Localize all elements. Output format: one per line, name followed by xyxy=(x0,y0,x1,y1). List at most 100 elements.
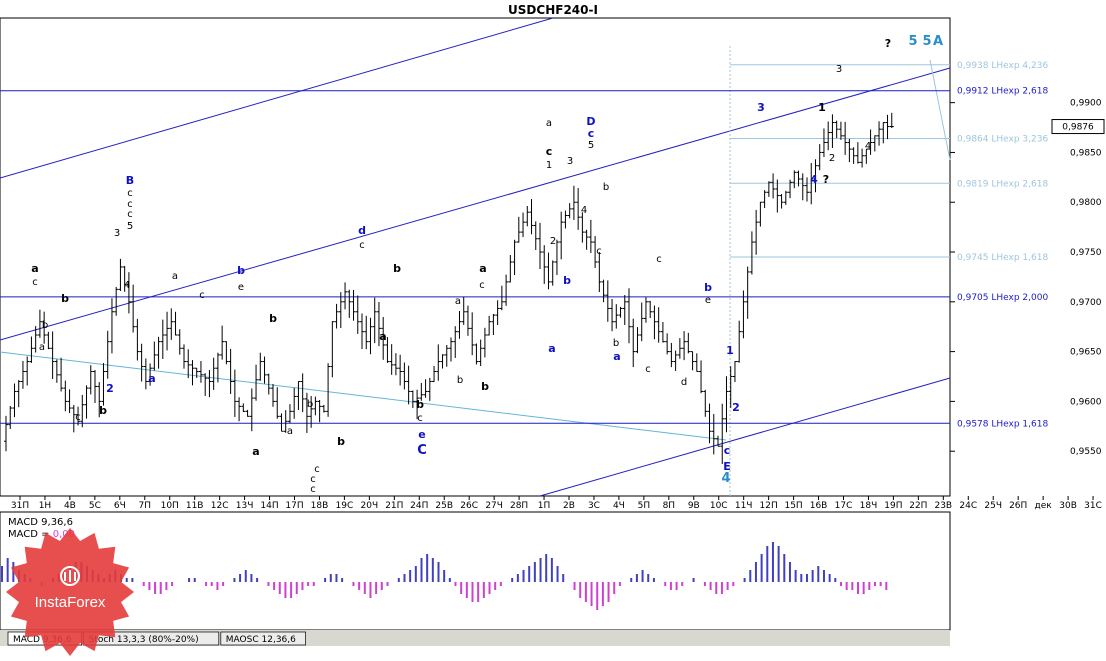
wave-label: 3 xyxy=(567,156,573,167)
wave-label: C xyxy=(417,443,427,458)
wave-label: b xyxy=(393,262,401,275)
chart-title: USDCHF240-I xyxy=(508,3,598,17)
wave-label: 3 xyxy=(836,64,842,75)
wave-label: 2 xyxy=(106,382,114,395)
indicator-label: MACD 9,36,6 xyxy=(8,517,73,528)
time-tick-label: 23В xyxy=(934,501,952,511)
time-tick-label: 26П xyxy=(1009,501,1027,511)
svg-text:InstaForex: InstaForex xyxy=(35,594,106,611)
indicator-tab-label[interactable]: MACD 9,36,6 xyxy=(13,635,72,645)
projection-diag xyxy=(929,59,951,161)
wave-label: b xyxy=(603,182,609,193)
level-label: 0,9912 LHexp 2,618 xyxy=(957,87,1048,97)
price-tick-label: 0,9650 xyxy=(1070,348,1102,358)
indicator-tab-label[interactable]: Stoch 13,3,3 (80%-20%) xyxy=(89,635,199,645)
time-tick-label: 18Ч xyxy=(860,501,878,511)
time-tick-label: 1П xyxy=(538,501,551,511)
time-tick-label: 8П xyxy=(663,501,676,511)
price-tick-label: 0,9550 xyxy=(1070,447,1102,457)
wave-label: 5 xyxy=(908,34,917,49)
price-tick-label: 0,9750 xyxy=(1070,248,1102,258)
wave-label: b xyxy=(337,435,345,448)
wave-label: c xyxy=(127,209,133,220)
wave-label: a xyxy=(39,342,45,353)
time-tick-label: 11В xyxy=(186,501,204,511)
wave-label: a xyxy=(148,372,155,385)
time-tick-label: 10С xyxy=(710,501,728,511)
wave-label: c xyxy=(656,254,662,265)
level-label: 0,9938 LHexp 4,236 xyxy=(957,61,1048,71)
time-tick-label: 5П xyxy=(638,501,651,511)
wave-label: b xyxy=(269,312,277,325)
time-tick-label: 13Ч xyxy=(236,501,254,511)
indicator-panel xyxy=(0,511,951,631)
wave-label: c xyxy=(314,464,320,475)
wave-label: 4 xyxy=(124,280,130,291)
time-tick-label: 21П xyxy=(385,501,403,511)
wave-label: c xyxy=(127,188,133,199)
wave-label: b xyxy=(613,338,619,349)
wave-label: 2 xyxy=(829,153,835,164)
wave-label: 5 xyxy=(588,140,594,151)
time-tick-label: 19С xyxy=(336,501,354,511)
wave-label: b xyxy=(457,375,463,386)
price-tick-label: 0,9900 xyxy=(1070,99,1102,109)
wave-label: 2 xyxy=(550,236,556,247)
time-tick-label: 12С xyxy=(211,501,229,511)
wave-label: 4 xyxy=(721,471,730,486)
wave-label: c xyxy=(546,145,553,158)
wave-label: A xyxy=(933,34,943,49)
wave-label: b xyxy=(237,264,245,277)
time-tick-label: 31П xyxy=(11,501,29,511)
time-tick-label: 18В xyxy=(311,501,329,511)
wave-label: 3 xyxy=(114,228,120,239)
wave-label: c xyxy=(417,413,423,424)
time-tick-label: 4Ч xyxy=(613,501,625,511)
time-tick-label: 7П xyxy=(139,501,152,511)
time-tick-label: 3С xyxy=(588,501,600,511)
wave-label: a xyxy=(172,271,178,282)
wave-label: c xyxy=(359,240,365,251)
price-tick-label: 0,9850 xyxy=(1070,148,1102,158)
channel-line-cyan xyxy=(0,351,727,441)
wave-label: c xyxy=(310,484,316,495)
time-tick-label: 17С xyxy=(835,501,853,511)
time-tick-label: 2В xyxy=(563,501,575,511)
time-tick-label: 17П xyxy=(285,501,303,511)
time-tick-label: 25Ч xyxy=(984,501,1002,511)
wave-label: c xyxy=(596,246,602,257)
price-bars xyxy=(4,112,894,465)
time-tick-label: 24С xyxy=(959,501,977,511)
level-label: 0,9745 LHexp 1,618 xyxy=(957,253,1048,263)
wave-label: b xyxy=(61,292,69,305)
time-tick-label: 14П xyxy=(260,501,278,511)
wave-label: 3 xyxy=(757,101,765,114)
time-tick-label: 4В xyxy=(64,501,76,511)
time-tick-label: 12П xyxy=(760,501,778,511)
wave-label: D xyxy=(586,115,595,128)
time-tick-label: 26С xyxy=(460,501,478,511)
svg-text:0,9876: 0,9876 xyxy=(1062,123,1094,133)
channel-line-middle xyxy=(0,67,951,341)
wave-label: 4 xyxy=(810,173,818,186)
wave-label: B xyxy=(126,174,134,187)
wave-label: b xyxy=(307,399,313,410)
wave-label: a xyxy=(546,118,552,129)
time-tick-label: 20Ч xyxy=(361,501,379,511)
wave-label: 1 xyxy=(818,101,826,114)
wave-label: d xyxy=(358,224,366,237)
channel-line-lower xyxy=(539,377,951,497)
wave-label: c xyxy=(645,364,651,375)
wave-label: 5 xyxy=(922,34,931,49)
wave-label: c xyxy=(32,277,38,288)
indicator-tab[interactable] xyxy=(220,631,306,646)
level-label: 0,9864 LHexp 3,236 xyxy=(957,134,1048,144)
wave-label: 5 xyxy=(127,221,133,232)
time-tick-label: 16В xyxy=(810,501,828,511)
time-tick-label: 25В xyxy=(435,501,453,511)
bull-icon xyxy=(60,566,80,586)
indicator-tab-label[interactable]: MAOSC 12,36,6 xyxy=(226,635,296,645)
wave-label: 2 xyxy=(732,401,740,414)
time-tick-label: 30В xyxy=(1059,501,1077,511)
